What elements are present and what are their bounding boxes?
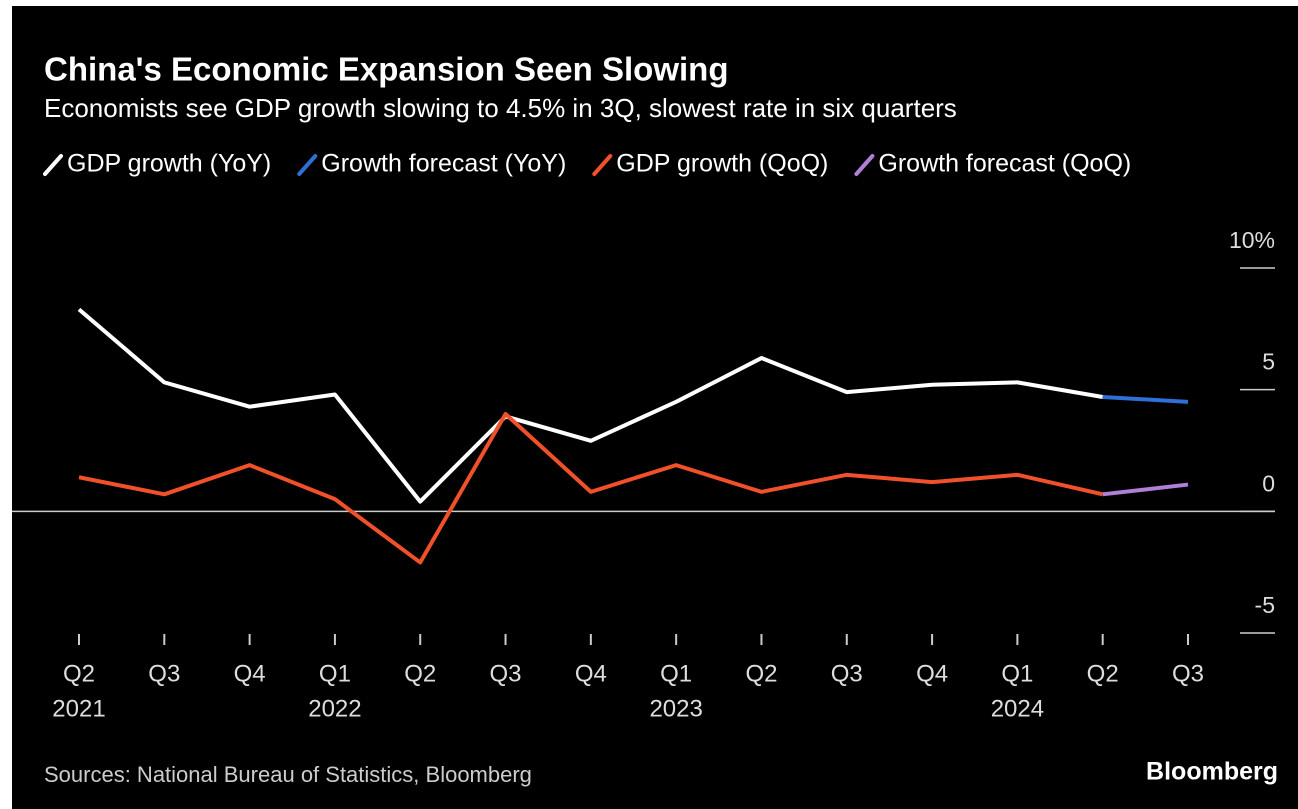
legend-swatch bbox=[592, 154, 613, 176]
x-tick-label: Q3 bbox=[831, 660, 863, 687]
y-tick-label: 0 bbox=[1262, 470, 1275, 496]
legend-label: Growth forecast (YoY) bbox=[321, 150, 566, 178]
series-line bbox=[1102, 482, 1189, 497]
x-tick-label: Q3 bbox=[490, 660, 522, 687]
y-tick-label: 5 bbox=[1262, 349, 1275, 375]
legend-swatch bbox=[43, 154, 63, 176]
x-tick-label: Q1 bbox=[1001, 660, 1033, 687]
legend-label: Growth forecast (QoQ) bbox=[878, 150, 1131, 178]
x-tick-label: Q2 bbox=[63, 660, 95, 687]
legend-label: GDP growth (QoQ) bbox=[616, 150, 828, 178]
x-tick-label: Q4 bbox=[575, 660, 607, 687]
series-line bbox=[78, 412, 1104, 565]
x-tick-label: Q4 bbox=[916, 660, 948, 687]
source: Sources: National Bureau of Statistics, … bbox=[44, 762, 532, 787]
x-tick-label: Q4 bbox=[234, 660, 266, 687]
x-tick-label: Q2 bbox=[404, 660, 436, 687]
x-tick-label: Q3 bbox=[1172, 660, 1204, 687]
brand: Bloomberg bbox=[1146, 758, 1278, 786]
x-tick-label: Q2 bbox=[1087, 660, 1119, 687]
legend-swatch bbox=[854, 154, 875, 176]
x-tick-label: Q3 bbox=[148, 660, 180, 687]
x-year-label: 2023 bbox=[649, 695, 702, 722]
chart-subtitle: Economists see GDP growth slowing to 4.5… bbox=[44, 93, 957, 123]
legend-swatch bbox=[297, 154, 318, 176]
legend-label: GDP growth (YoY) bbox=[67, 150, 271, 178]
x-tick-label: Q1 bbox=[319, 660, 351, 687]
background bbox=[12, 6, 1298, 809]
chart-title: China's Economic Expansion Seen Slowing bbox=[44, 51, 728, 88]
series-line bbox=[77, 307, 1104, 504]
x-year-label: 2021 bbox=[52, 695, 105, 722]
series-line bbox=[1102, 394, 1189, 404]
x-year-label: 2022 bbox=[308, 695, 361, 722]
x-tick-label: Q1 bbox=[660, 660, 692, 687]
x-year-label: 2024 bbox=[991, 695, 1044, 722]
y-tick-label: 10% bbox=[1229, 227, 1275, 253]
y-tick-label: -5 bbox=[1255, 592, 1275, 618]
x-tick-label: Q2 bbox=[745, 660, 777, 687]
